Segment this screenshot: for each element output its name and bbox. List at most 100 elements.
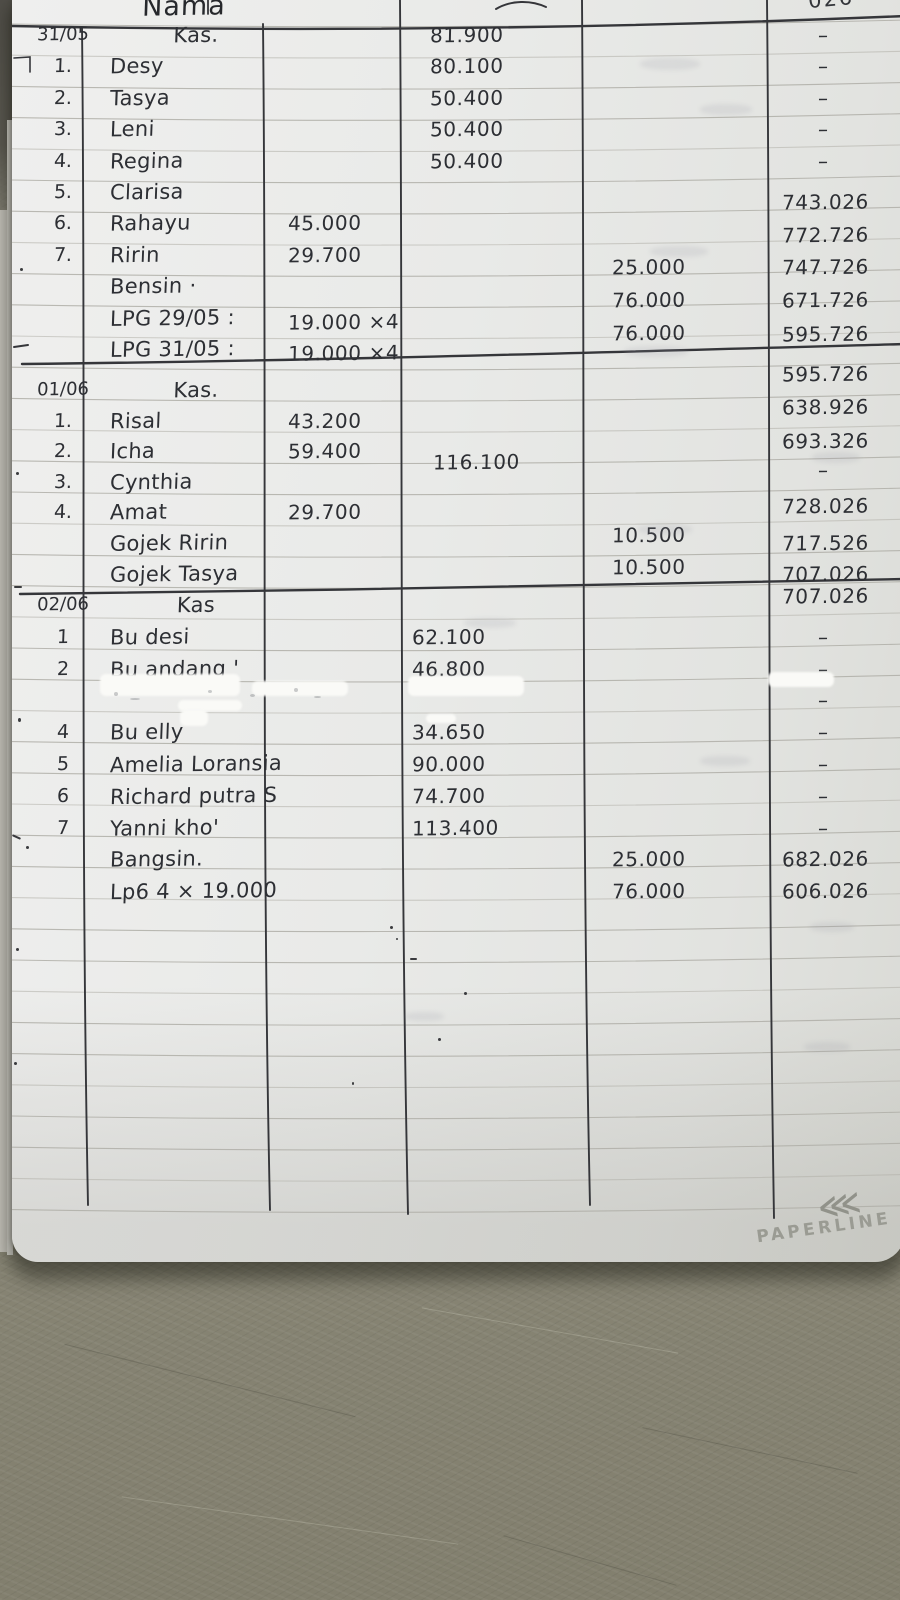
row-name: Rahayu bbox=[109, 210, 192, 236]
amount-col-a: 45.000 bbox=[287, 211, 362, 236]
balance-amount: 728.026 bbox=[781, 493, 870, 519]
date-cell: 02/06 bbox=[36, 593, 90, 616]
stray-ink-mark bbox=[464, 992, 467, 995]
bleed-through-mark bbox=[810, 922, 854, 932]
balance-dash: – bbox=[817, 751, 829, 777]
row-number: 1. bbox=[53, 55, 73, 78]
surface-scratch bbox=[121, 1496, 459, 1545]
row-number: 7. bbox=[53, 243, 73, 266]
kas-label: Kas. bbox=[172, 22, 220, 48]
balance-dash: – bbox=[817, 117, 829, 142]
row-number: 2 bbox=[56, 657, 70, 680]
surface-scratch bbox=[503, 1535, 677, 1586]
erased-ink-remnant bbox=[294, 688, 298, 692]
balance-dash: – bbox=[817, 783, 829, 808]
row-name: Lp6 4 × 19.000 bbox=[109, 878, 278, 905]
expense-amount: 76.000 bbox=[611, 287, 686, 313]
stray-ink-mark bbox=[410, 958, 417, 960]
amount-col-a: 29.700 bbox=[287, 500, 362, 525]
surface-scratch bbox=[642, 1427, 858, 1474]
bleed-through-mark bbox=[804, 1042, 850, 1052]
balance-dash: – bbox=[817, 720, 829, 745]
balance-dash: – bbox=[817, 688, 829, 713]
stray-ink-mark bbox=[14, 586, 22, 588]
row-number: 4. bbox=[53, 149, 73, 172]
erased-ink-remnant bbox=[130, 698, 140, 700]
row-number: 6. bbox=[53, 212, 73, 235]
amount-col-b: 50.400 bbox=[429, 116, 504, 142]
bleed-through-mark bbox=[700, 756, 750, 766]
notebook-page: Nama 026 31/05 Kas. 81.900 – 1. Desy 80.100 – 2.… bbox=[12, 0, 900, 1262]
balance-amount: 717.526 bbox=[781, 530, 870, 556]
ruled-and-table-lines bbox=[12, 0, 900, 1219]
page-stack-edge bbox=[7, 120, 13, 1255]
row-number: 6 bbox=[56, 784, 70, 807]
row-name: Regina bbox=[109, 148, 185, 174]
row-name: Clarisa bbox=[109, 179, 185, 205]
row-name: Gojek Ririn bbox=[109, 530, 229, 556]
row-number: 4 bbox=[56, 721, 70, 744]
amount-col-b: 80.100 bbox=[429, 54, 504, 79]
balance-dash: – bbox=[817, 624, 829, 649]
balance-amount: 743.026 bbox=[781, 189, 870, 215]
row-name: Amat bbox=[109, 499, 168, 525]
whiteout-patch bbox=[408, 676, 524, 696]
balance-amount: 595.726 bbox=[781, 361, 870, 387]
row-name: Bu desi bbox=[109, 624, 190, 650]
stray-ink-mark bbox=[438, 1038, 441, 1041]
bleed-through-mark bbox=[640, 58, 700, 70]
bleed-through-mark bbox=[638, 524, 692, 535]
row-name: LPG 29/05 : bbox=[109, 304, 236, 331]
expense-amount: 10.500 bbox=[611, 554, 686, 579]
row-name: Desy bbox=[109, 54, 165, 79]
bleed-through-mark bbox=[404, 1012, 444, 1021]
balance-dash: – bbox=[817, 85, 829, 110]
amount-col-b: 50.400 bbox=[429, 148, 504, 173]
amount-col-a: 19.000 ×4 bbox=[287, 309, 400, 335]
expense-amount: 25.000 bbox=[611, 254, 686, 280]
expense-amount: 76.000 bbox=[611, 878, 686, 904]
date-cell: 01/06 bbox=[36, 378, 90, 401]
whiteout-patch bbox=[100, 674, 240, 696]
row-name: Icha bbox=[109, 438, 156, 464]
bleed-through-mark bbox=[812, 452, 860, 463]
row-number: 1. bbox=[53, 409, 73, 432]
row-number: 5 bbox=[56, 752, 70, 776]
balance-amount: 595.726 bbox=[781, 321, 870, 347]
row-name: Tasya bbox=[109, 85, 171, 111]
row-name: Yanni kho' bbox=[109, 814, 220, 841]
row-name: Richard putra S bbox=[109, 782, 278, 809]
amount-col-a: 29.700 bbox=[287, 242, 362, 268]
amount-col-b: 90.000 bbox=[411, 751, 486, 777]
row-number: 5. bbox=[53, 180, 73, 204]
stray-ink-mark bbox=[20, 268, 23, 271]
table-lines bbox=[12, 0, 900, 1219]
whiteout-patch bbox=[180, 710, 208, 726]
erased-ink-remnant bbox=[250, 694, 255, 697]
kas-label: Kas. bbox=[172, 377, 220, 403]
row-name: Cynthia bbox=[109, 469, 194, 495]
whiteout-patch bbox=[426, 714, 456, 723]
row-name: LPG 31/05 : bbox=[109, 336, 236, 362]
stray-ink-mark bbox=[390, 926, 393, 929]
expense-amount: 25.000 bbox=[611, 847, 686, 872]
stray-ink-mark bbox=[18, 718, 21, 722]
stray-ink-mark bbox=[14, 1062, 17, 1065]
row-name: Leni bbox=[109, 116, 156, 142]
balance-dash: – bbox=[817, 148, 829, 173]
row-name: Ririn bbox=[109, 242, 161, 268]
row-number: 7 bbox=[56, 816, 70, 839]
kas-label: Kas bbox=[176, 592, 216, 618]
bleed-through-mark bbox=[700, 104, 752, 115]
stray-ink-mark bbox=[16, 472, 19, 475]
row-name: Risal bbox=[109, 408, 163, 433]
row-name: Amelia Loransia bbox=[109, 750, 283, 778]
amount-col-b: 81.900 bbox=[429, 22, 504, 48]
bleed-through-mark bbox=[464, 618, 516, 628]
bleed-through-mark bbox=[650, 246, 708, 257]
stray-ink-mark bbox=[16, 948, 19, 951]
row-number: 2. bbox=[53, 86, 73, 109]
surface-scratch bbox=[64, 1343, 356, 1418]
erased-ink-remnant bbox=[114, 692, 118, 696]
balance-amount: 682.026 bbox=[781, 846, 870, 872]
